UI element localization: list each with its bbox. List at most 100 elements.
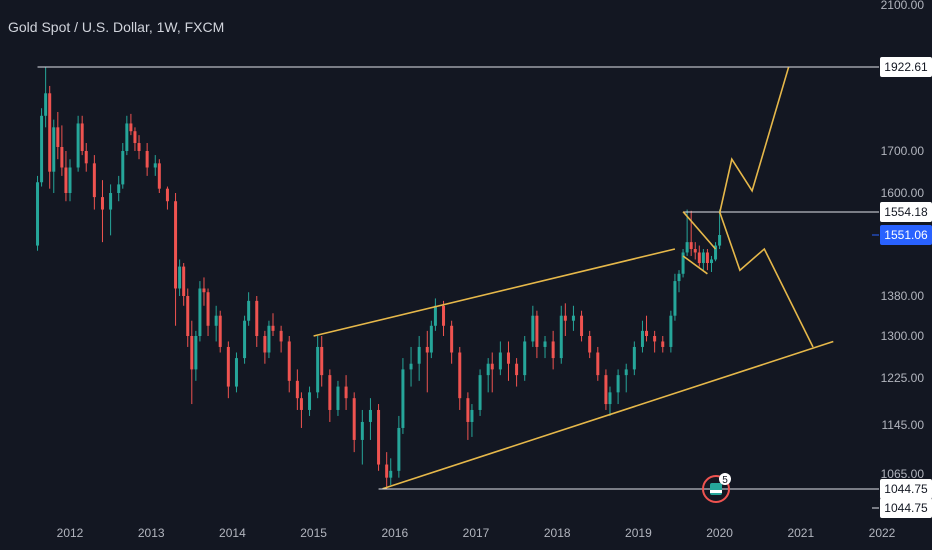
candle-body: [218, 315, 222, 347]
y-tick-label: 2100.00: [881, 0, 925, 12]
price-axis: 2100.00 1700.00 1600.00 1380.00 1300.00 1225.…: [881, 0, 925, 481]
candle-body: [117, 184, 121, 193]
candle-body: [470, 409, 474, 422]
x-tick-label: 2022: [869, 526, 896, 540]
chart-title: Gold Spot / U.S. Dollar, 1W, FXCM: [8, 19, 225, 35]
candle: [190, 320, 194, 405]
price-label: 1044.75: [872, 498, 932, 518]
candle: [165, 186, 169, 210]
flag-stripe: [710, 490, 722, 493]
candle-body: [52, 127, 56, 172]
price-label: 1044.75: [872, 479, 932, 499]
price-label-box: [880, 498, 932, 518]
candle: [174, 193, 178, 326]
candle-body: [80, 123, 84, 151]
candle: [226, 341, 230, 399]
price-labels: 1922.61 1554.18 1551.06 1044.75 1044.75: [872, 57, 932, 518]
candle-body: [677, 273, 681, 282]
time-axis: 2012 2013 2014 2015 2016 2017 2018 2019 2020 2021…: [57, 526, 896, 540]
candle: [604, 369, 608, 410]
price-label-box: [880, 202, 932, 222]
candle-body: [417, 346, 421, 364]
candle-body: [328, 375, 332, 410]
candle: [48, 85, 52, 189]
candle-body: [92, 163, 96, 198]
x-tick-label: 2017: [463, 526, 490, 540]
candle: [153, 155, 157, 176]
candle: [109, 184, 113, 236]
candle: [247, 292, 251, 326]
candle: [295, 369, 299, 410]
candle-body: [247, 300, 251, 321]
candle: [389, 458, 393, 486]
candle-body: [624, 369, 628, 376]
candle: [137, 135, 141, 160]
candle-body: [385, 464, 389, 478]
price-label-value: 1922.61: [884, 60, 928, 74]
candle: [145, 143, 149, 176]
candle-body: [543, 341, 547, 347]
candle: [409, 346, 413, 387]
candle-body: [145, 151, 149, 168]
price-label: 1922.61: [872, 57, 932, 77]
x-tick-label: 2013: [138, 526, 165, 540]
candle: [543, 336, 547, 359]
candle-body: [478, 375, 482, 410]
candle: [616, 369, 620, 405]
candle-body: [559, 315, 563, 359]
candle-body: [40, 115, 44, 183]
candle-body: [588, 336, 592, 353]
candle-body: [234, 358, 238, 387]
candle: [117, 175, 121, 202]
candle: [377, 404, 381, 471]
candle-body: [632, 346, 636, 370]
candle-body: [109, 193, 113, 210]
candle-body: [466, 398, 470, 422]
x-tick-label: 2015: [300, 526, 327, 540]
candle: [506, 341, 510, 381]
candle: [234, 352, 238, 393]
candle: [68, 159, 72, 202]
y-tick-label: 1380.00: [881, 289, 925, 303]
candle-body: [165, 188, 169, 202]
candle-body: [616, 375, 620, 393]
candle: [100, 180, 104, 243]
candle-body: [60, 146, 64, 168]
candle: [669, 310, 673, 353]
candle: [624, 363, 628, 393]
price-label-value: 1044.75: [884, 482, 928, 496]
candle: [425, 330, 429, 393]
y-tick-label: 1600.00: [881, 186, 925, 200]
candle: [401, 358, 405, 434]
candle-body: [389, 470, 393, 478]
candle-body: [352, 398, 356, 440]
candle-body: [153, 163, 157, 168]
candle-body: [368, 409, 372, 422]
candle: [673, 273, 677, 321]
price-label-box: [880, 57, 932, 77]
candle: [478, 369, 482, 416]
channel-upper-line: [313, 248, 676, 337]
candle-body: [202, 288, 206, 293]
candle-body: [190, 336, 194, 370]
candle-body: [320, 346, 324, 376]
candle-body: [308, 392, 312, 410]
x-tick-label: 2020: [706, 526, 733, 540]
candle-body: [661, 341, 665, 347]
candle-body: [157, 163, 161, 189]
candle: [44, 67, 48, 128]
candle-body: [377, 409, 381, 465]
candle: [397, 415, 401, 478]
candle-body: [174, 201, 178, 289]
candle: [76, 115, 80, 172]
candle-body: [267, 325, 271, 353]
candle: [442, 300, 446, 336]
candle: [344, 375, 348, 410]
candle: [194, 330, 198, 381]
candle-body: [271, 325, 275, 331]
candle: [709, 255, 713, 272]
candle-body: [100, 197, 104, 210]
flag-icon: [710, 483, 722, 495]
candle: [320, 336, 324, 387]
